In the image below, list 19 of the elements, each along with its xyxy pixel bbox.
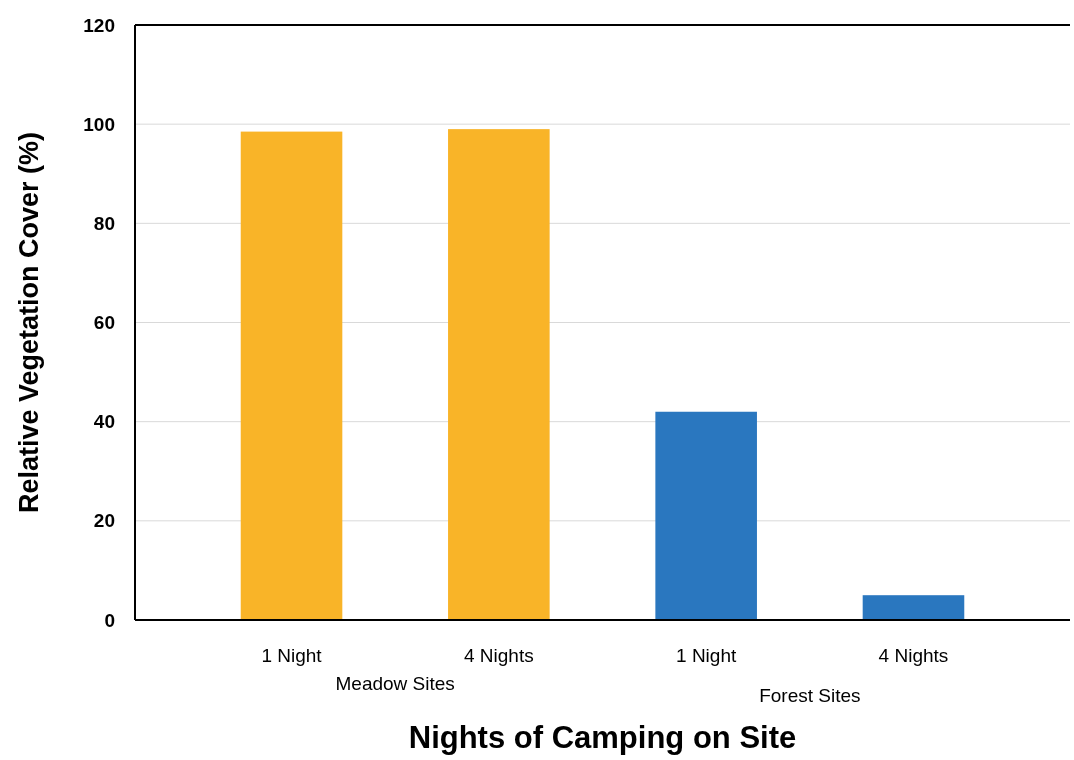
bar (655, 411, 757, 620)
x-tick-label: 4 Nights (463, 645, 534, 666)
text: Forest Sites (759, 685, 861, 706)
x-tick-label: 1 Night (676, 645, 737, 666)
y-tick-label: 60 (93, 312, 115, 334)
text: Meadow Sites (335, 673, 455, 694)
y-tick-label: 0 (104, 609, 115, 631)
x-axis-title: Nights of Camping on Site (408, 720, 797, 755)
x-tick-label: 4 Nights (878, 645, 949, 666)
bar (862, 595, 965, 620)
y-tick-label: 20 (93, 510, 115, 532)
y-tick-label: 40 (93, 411, 115, 433)
y-tick-label: 80 (93, 212, 115, 234)
y-tick-label: 120 (83, 14, 115, 36)
y-axis-title: Relative Vegetation Cover (%) (14, 131, 44, 514)
bar (240, 131, 343, 620)
x-tick-label: 1 Night (261, 645, 323, 666)
bar (448, 129, 550, 620)
y-tick-label: 100 (83, 113, 115, 135)
